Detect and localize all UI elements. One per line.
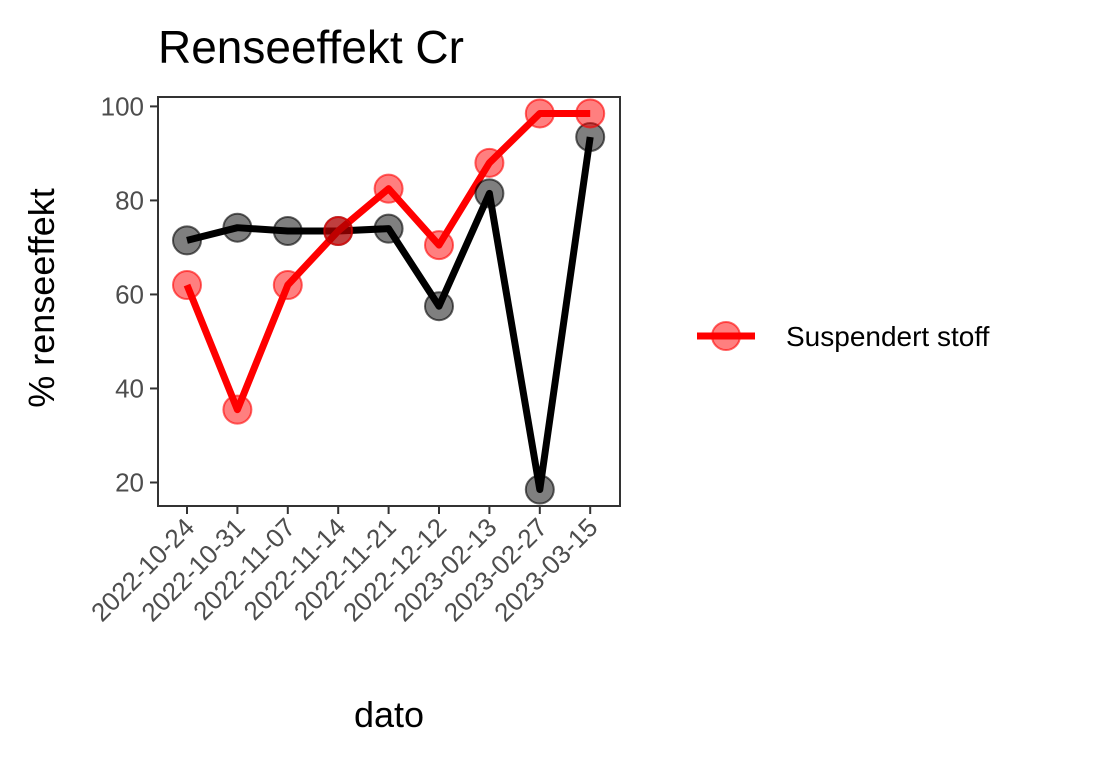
series-0-point [474, 178, 505, 209]
series-line-1 [183, 109, 591, 414]
legend: Suspendert stoff [697, 321, 990, 352]
plot-border [157, 96, 621, 507]
y-tick-label: 60 [115, 279, 144, 309]
series-1-point [323, 215, 354, 246]
x-axis-title: dato [354, 694, 424, 735]
series-1-point [575, 98, 606, 129]
chart-title: Renseeffekt Cr [158, 21, 464, 73]
y-tick-label: 100 [101, 91, 144, 121]
series-0-point [172, 225, 202, 256]
series-1-point [222, 394, 253, 425]
y-tick-label: 80 [115, 185, 144, 215]
series-0-point [373, 213, 404, 244]
y-tick-label: 40 [115, 373, 144, 403]
y-tick-label: 20 [115, 467, 144, 497]
series-1-point [373, 173, 404, 204]
series-1-point [474, 147, 505, 178]
series-0-point [272, 215, 303, 246]
y-axis-title: % renseeffekt [21, 188, 62, 407]
series-1-point [524, 98, 555, 129]
series-1-point [272, 270, 303, 301]
series-0-point [222, 212, 253, 243]
legend-label: Suspendert stoff [786, 321, 990, 352]
series-1-point [424, 230, 454, 261]
legend-key-point [711, 321, 741, 351]
series-1-point [172, 270, 202, 301]
plot-area: 204060801002022-10-242022-10-312022-11-0… [85, 91, 621, 627]
series-0-point [524, 474, 555, 505]
series-0-point [424, 291, 454, 322]
